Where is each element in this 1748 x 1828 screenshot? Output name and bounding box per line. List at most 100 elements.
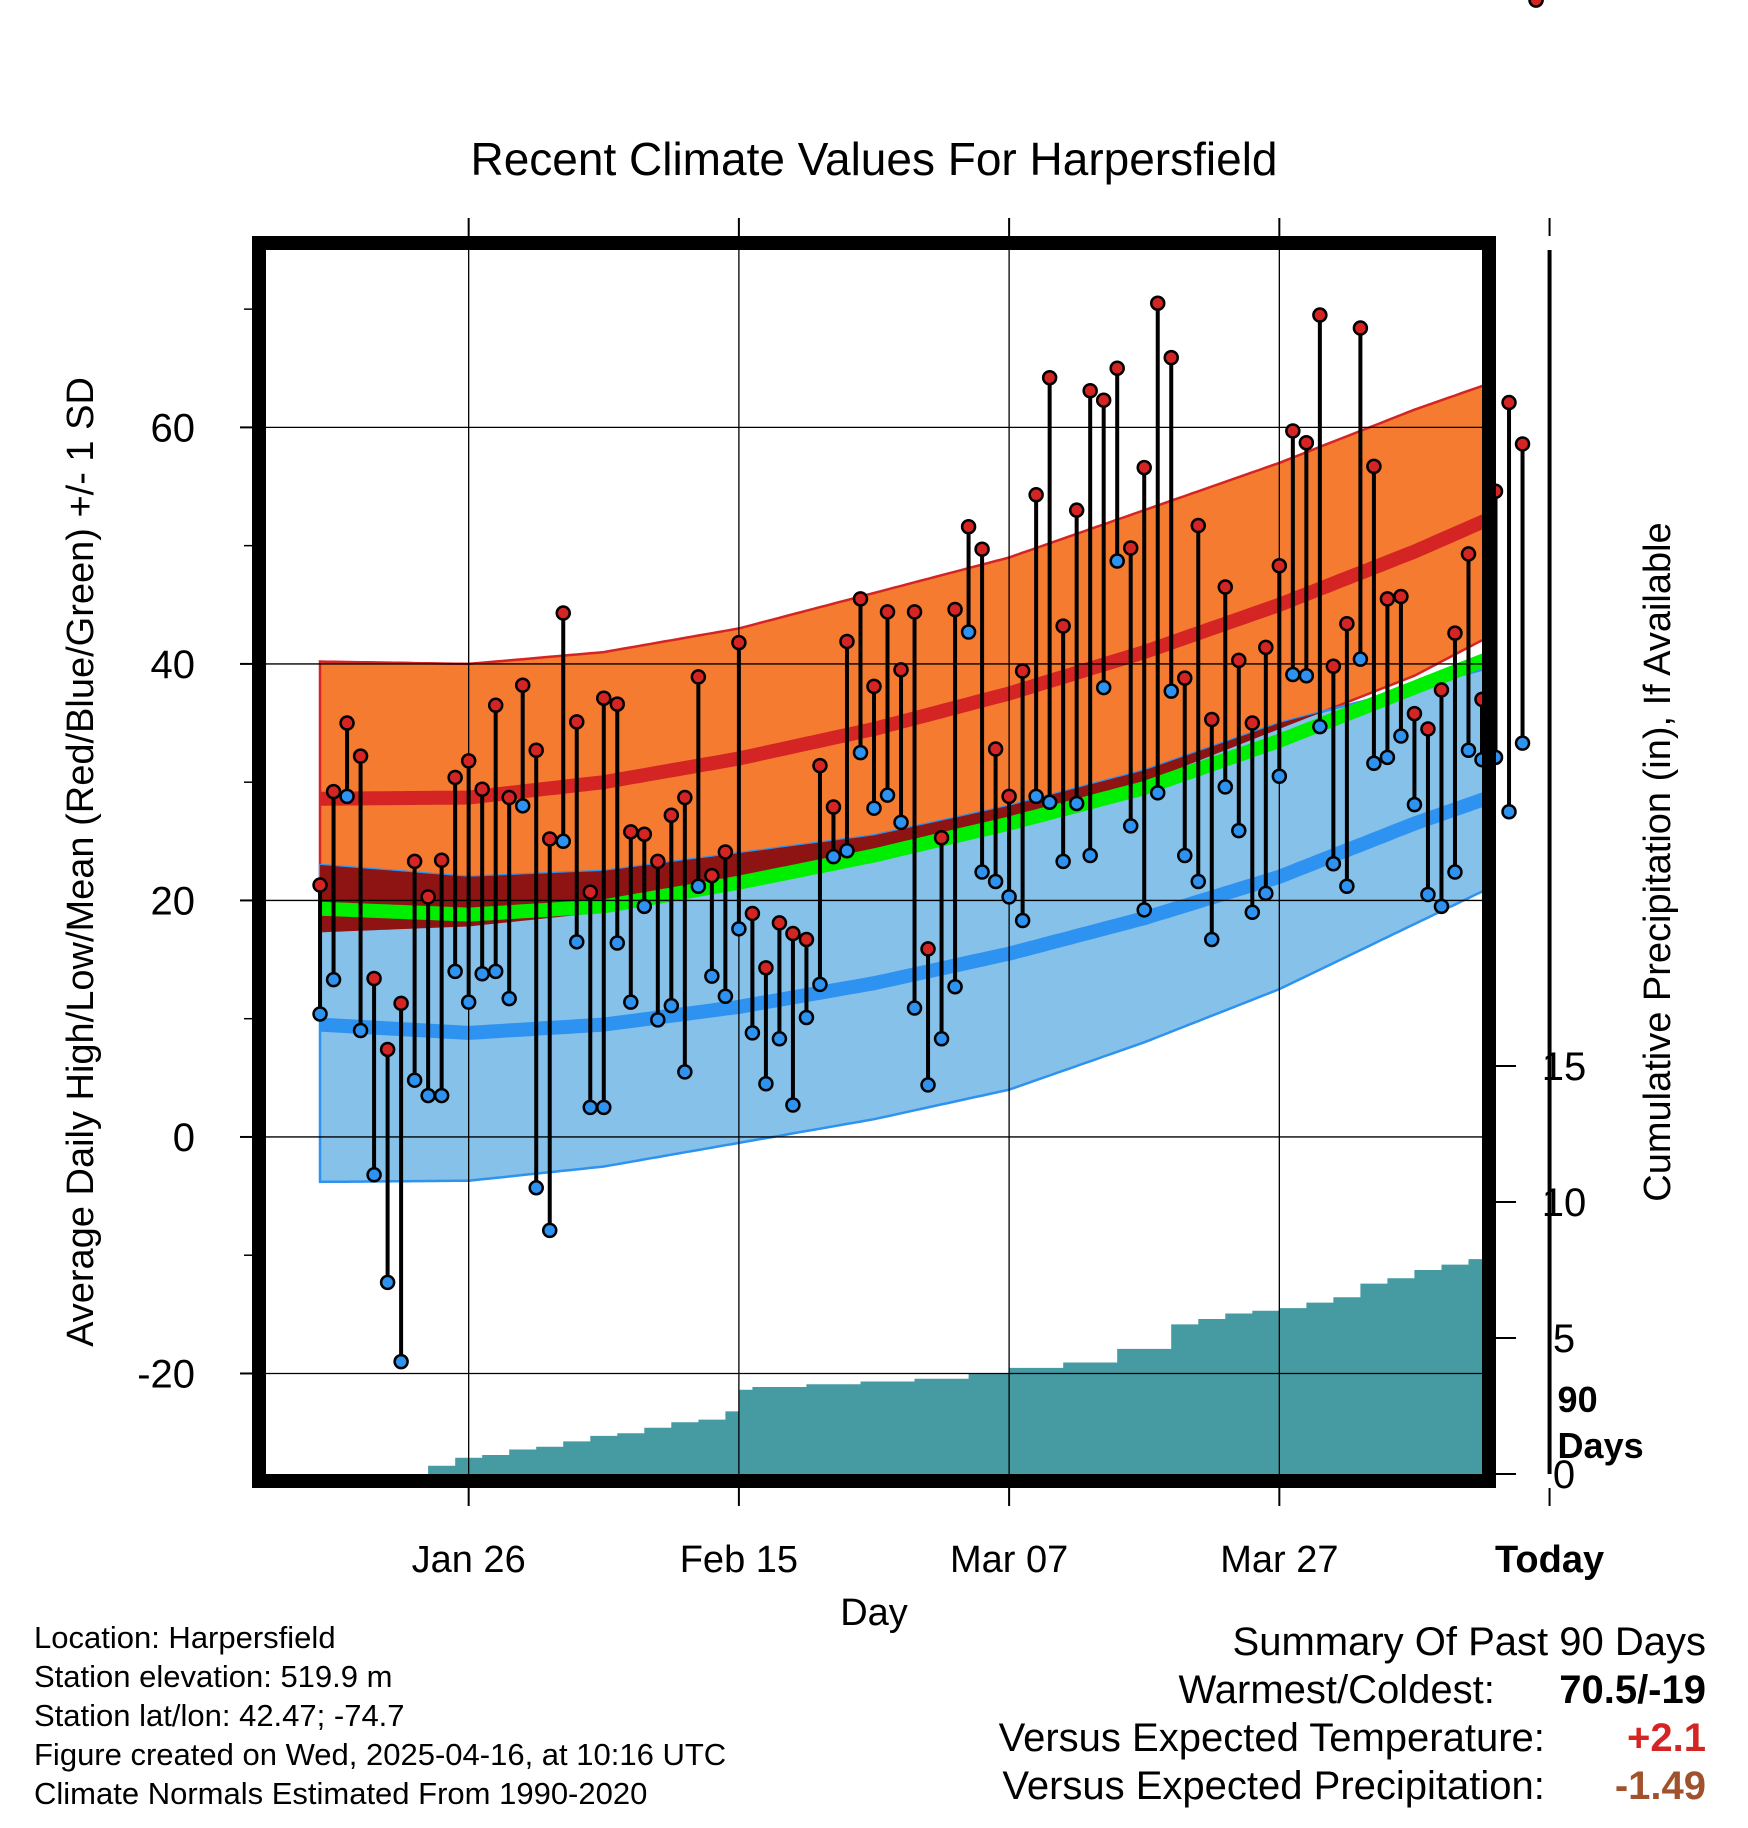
obs-low-point xyxy=(1231,822,1247,839)
obs-low-point xyxy=(1055,853,1071,870)
obs-low-point xyxy=(744,1025,761,1041)
obs-low-point xyxy=(1190,873,1207,890)
obs-high-point xyxy=(1082,382,1098,399)
obs-high-point xyxy=(1447,625,1463,641)
obs-low-point xyxy=(420,1087,436,1104)
obs-high-point xyxy=(447,769,463,786)
y-tick-label: 60 xyxy=(151,406,196,450)
obs-low-point xyxy=(623,994,639,1010)
obs-high-point xyxy=(1231,652,1247,669)
obs-high-point xyxy=(906,604,923,620)
obs-high-point xyxy=(1177,670,1193,686)
obs-high-point xyxy=(1514,436,1531,452)
obs-low-point xyxy=(1258,885,1274,902)
x-tick-label: Mar 27 xyxy=(1220,1539,1338,1581)
obs-low-point xyxy=(569,934,585,950)
normals-text: Climate Normals Estimated From 1990-2020 xyxy=(34,1776,648,1811)
obs-low-point xyxy=(1433,898,1450,915)
obs-high-point xyxy=(541,831,558,847)
obs-high-point xyxy=(690,669,707,685)
obs-low-point xyxy=(758,1075,774,1092)
obs-low-point xyxy=(312,1006,328,1022)
obs-high-point xyxy=(1325,658,1342,675)
obs-low-point xyxy=(1095,679,1112,696)
obs-low-point xyxy=(1420,886,1436,903)
obs-low-point xyxy=(1204,931,1220,948)
obs-low-point xyxy=(1447,864,1463,880)
obs-high-point xyxy=(501,789,517,806)
y2-tick-label: 15 xyxy=(1542,1045,1587,1089)
obs-high-point xyxy=(366,970,382,987)
station-info: Location: Harpersfield Station elevation… xyxy=(34,1618,726,1813)
obs-low-point xyxy=(447,963,463,980)
y2-tick-label: 0 xyxy=(1553,1453,1575,1497)
obs-low-point xyxy=(906,1000,923,1016)
x-axis-label: Day xyxy=(840,1592,908,1634)
obs-low-point xyxy=(379,1274,396,1291)
obs-high-point xyxy=(555,605,571,621)
obs-low-point xyxy=(1149,785,1166,801)
obs-low-point xyxy=(1014,912,1031,929)
obs-high-point xyxy=(1028,487,1044,503)
latlon-text: Station lat/lon: 42.47; -74.7 xyxy=(34,1698,405,1733)
obs-high-point xyxy=(893,662,909,678)
obs-high-point xyxy=(393,995,409,1012)
obs-high-point xyxy=(1109,360,1125,377)
obs-low-point xyxy=(1501,803,1517,820)
obs-high-point xyxy=(839,633,855,650)
obs-high-point xyxy=(379,1041,396,1058)
plot-clip-group: 90 Days xyxy=(266,0,1644,1474)
obs-high-point xyxy=(744,905,761,922)
obs-low-point xyxy=(1460,742,1477,758)
obs-low-point xyxy=(1393,728,1409,744)
y2-tick-label: 5 xyxy=(1553,1317,1575,1361)
obs-low-point xyxy=(1122,818,1139,834)
y-tick-label: 40 xyxy=(151,643,196,687)
obs-high-point xyxy=(1136,459,1152,476)
obs-low-point xyxy=(852,744,869,761)
obs-low-point xyxy=(1068,795,1085,812)
obs-high-point xyxy=(650,853,666,870)
obs-low-point xyxy=(1379,749,1396,766)
obs-low-point xyxy=(1366,755,1382,772)
obs-high-point xyxy=(1366,458,1382,475)
obs-high-point xyxy=(974,541,990,557)
warmest-value: 70.5/-19 xyxy=(1559,1668,1706,1712)
band-overlap-region xyxy=(320,712,1320,933)
obs-low-point xyxy=(960,624,977,640)
obs-low-point xyxy=(636,898,653,915)
obs-high-point xyxy=(1298,435,1315,451)
obs-low-point xyxy=(812,976,828,993)
obs-high-point xyxy=(920,941,936,957)
obs-high-point xyxy=(731,634,747,651)
obs-low-point xyxy=(1177,847,1193,864)
obs-high-point xyxy=(812,757,828,774)
obs-low-point xyxy=(1217,779,1234,795)
x-tick-label: Today xyxy=(1495,1539,1604,1581)
obs-low-point xyxy=(717,988,734,1004)
obs-low-point xyxy=(866,800,882,816)
obs-low-point xyxy=(487,963,504,980)
obs-high-point xyxy=(609,696,626,712)
obs-low-point xyxy=(987,873,1004,890)
obs-low-point xyxy=(879,787,896,803)
obs-high-point xyxy=(1258,639,1274,656)
x-tick-label: Jan 26 xyxy=(412,1539,526,1581)
obs-high-point xyxy=(771,915,788,931)
obs-high-point xyxy=(933,830,950,846)
obs-high-point xyxy=(1001,788,1017,805)
normal-low-line xyxy=(319,792,1482,1040)
summary-row-warmest: Warmest/Coldest: 70.5/-19 xyxy=(999,1666,1707,1714)
summary-row-temp: Versus Expected Temperature: +2.1 xyxy=(999,1714,1706,1762)
y-axis-label: Average Daily High/Low/Mean (Red/Blue/Gr… xyxy=(60,377,102,1347)
obs-high-point xyxy=(825,799,842,815)
obs-high-point xyxy=(420,889,436,905)
obs-high-point xyxy=(1217,579,1234,595)
summary-row-precip: Versus Expected Precipitation: -1.49 xyxy=(999,1762,1706,1810)
obs-high-point xyxy=(1352,320,1369,336)
obs-low-point xyxy=(596,1099,612,1116)
y2-tick-label: 10 xyxy=(1542,1181,1587,1225)
obs-low-point xyxy=(704,968,720,984)
location-text: Location: Harpersfield xyxy=(34,1620,336,1655)
obs-low-point xyxy=(1325,856,1342,872)
